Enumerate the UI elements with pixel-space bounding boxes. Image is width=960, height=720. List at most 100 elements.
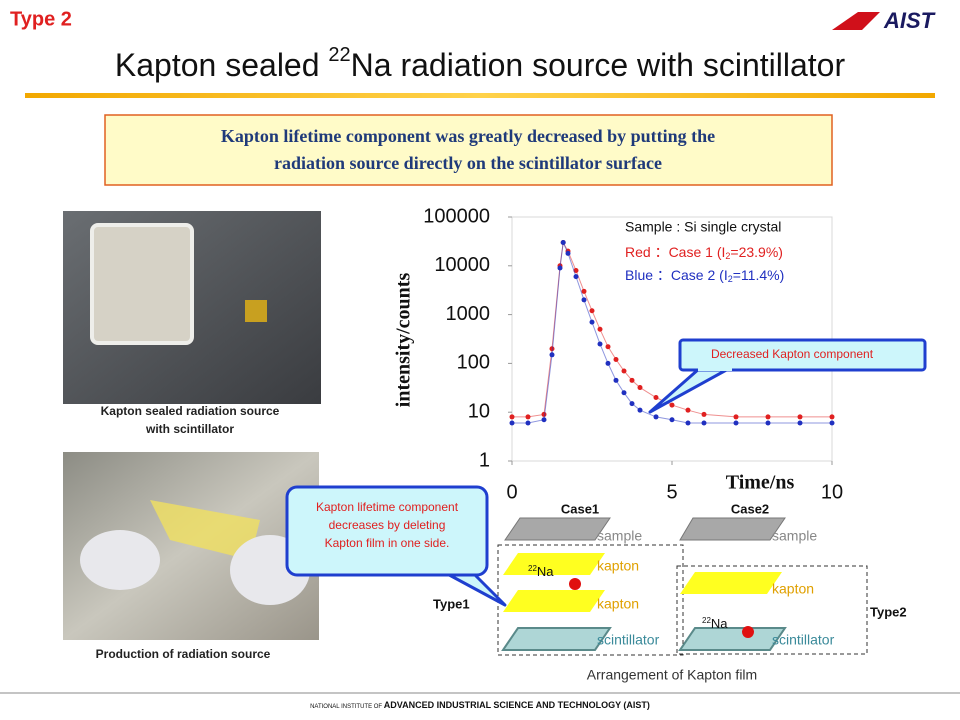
na-text: Na bbox=[711, 616, 728, 631]
photo-caption: Production of radiation source bbox=[96, 647, 271, 661]
data-point bbox=[565, 250, 571, 256]
legend-sub: 2 bbox=[728, 274, 733, 284]
x-axis-label: Time/ns bbox=[726, 472, 795, 494]
banner-box bbox=[104, 114, 833, 186]
data-point bbox=[581, 288, 587, 294]
callout-joint bbox=[440, 566, 472, 573]
data-point bbox=[549, 346, 555, 352]
x-tick-label: 0 bbox=[506, 481, 517, 503]
data-point bbox=[701, 411, 707, 417]
type-box bbox=[676, 565, 868, 655]
data-point bbox=[597, 341, 603, 347]
footer-small: NATIONAL INSTITUTE OF bbox=[310, 704, 384, 710]
legend-part: Blue ：Case 2 (I bbox=[625, 267, 728, 283]
kapton-plate bbox=[503, 590, 605, 612]
slide-title: Kapton sealed 22Na radiation source with… bbox=[115, 44, 846, 83]
data-point bbox=[653, 414, 659, 420]
trend-line bbox=[512, 240, 832, 424]
na-sup: 22 bbox=[528, 564, 537, 573]
title-text: Na radiation source with scintillator bbox=[351, 47, 846, 83]
data-point bbox=[797, 420, 803, 426]
legend-text: Red ：Case 1 (I2=23.9%) bbox=[625, 244, 783, 262]
data-point bbox=[765, 414, 771, 420]
data-point bbox=[685, 420, 691, 426]
legend-text: Sample : Si single crystal bbox=[625, 219, 781, 235]
layer-label: scintillator bbox=[597, 632, 660, 648]
type-label: Type 2 bbox=[10, 8, 72, 30]
kapton-plate bbox=[680, 572, 782, 594]
photo-caption: Kapton sealed radiation source bbox=[101, 404, 280, 418]
photo-detail bbox=[150, 500, 260, 560]
data-point bbox=[621, 390, 627, 396]
y-tick-label: 1000 bbox=[446, 303, 491, 325]
kapton-plate bbox=[503, 553, 605, 575]
callout-pointer bbox=[648, 366, 732, 414]
layer-label: scintillator bbox=[772, 632, 835, 648]
data-point bbox=[621, 368, 627, 374]
data-point bbox=[581, 297, 587, 303]
x-tick-label: 10 bbox=[821, 481, 843, 503]
layer-label: sample bbox=[597, 528, 642, 544]
callout-box bbox=[678, 338, 927, 372]
data-point bbox=[733, 420, 739, 426]
case-label: Case1 bbox=[561, 501, 599, 516]
data-point bbox=[797, 414, 803, 420]
callout-joint bbox=[698, 365, 732, 371]
layer-label: kapton bbox=[597, 558, 639, 574]
data-point bbox=[629, 377, 635, 383]
data-point bbox=[573, 274, 579, 280]
y-tick-label: 100000 bbox=[423, 205, 490, 227]
na-sup: 22 bbox=[702, 616, 711, 625]
na-label: 22Na bbox=[702, 616, 728, 631]
title-sup: 22 bbox=[328, 44, 350, 66]
data-point bbox=[685, 407, 691, 413]
data-point bbox=[549, 352, 555, 358]
logo-mark bbox=[832, 12, 880, 30]
diagram-caption: Arrangement of Kapton film bbox=[587, 667, 757, 683]
footer-main: ADVANCED INDUSTRIAL SCIENCE AND TECHNOLO… bbox=[384, 700, 650, 710]
data-point bbox=[613, 357, 619, 363]
y-tick-label: 10000 bbox=[434, 254, 490, 276]
data-point bbox=[605, 360, 611, 366]
type-label: Type2 bbox=[870, 604, 907, 619]
legend-part: =11.4%) bbox=[733, 267, 785, 283]
data-point bbox=[509, 414, 515, 420]
legend-part: =23.9%) bbox=[730, 244, 783, 260]
data-point bbox=[560, 240, 566, 246]
na-source bbox=[742, 626, 754, 638]
data-point bbox=[637, 407, 643, 413]
data-point bbox=[829, 414, 835, 420]
title-rule bbox=[25, 93, 935, 98]
photo-detail bbox=[80, 530, 160, 590]
layer-label: kapton bbox=[597, 596, 639, 612]
layer-label: sample bbox=[772, 528, 817, 544]
type-label: Type1 bbox=[433, 596, 470, 611]
scintillator-plate bbox=[678, 627, 787, 651]
data-point bbox=[589, 319, 595, 325]
callout-text: decreases by deleting bbox=[329, 518, 446, 532]
y-tick-label: 1 bbox=[479, 449, 490, 471]
data-point bbox=[605, 344, 611, 350]
legend-part: Red ：Case 1 (I bbox=[625, 244, 725, 260]
na-text: Na bbox=[537, 564, 554, 579]
legend-text: Blue ：Case 2 (I2=11.4%) bbox=[625, 267, 784, 285]
data-point bbox=[541, 417, 547, 423]
na-source bbox=[569, 578, 581, 590]
photo-detail bbox=[90, 223, 194, 345]
na-label: 22Na bbox=[528, 564, 554, 579]
photo-detail bbox=[245, 300, 267, 322]
data-point bbox=[733, 414, 739, 420]
data-point bbox=[509, 420, 515, 426]
data-point bbox=[701, 420, 707, 426]
data-point bbox=[597, 326, 603, 332]
photo-caption: with scintillator bbox=[145, 422, 234, 436]
title-text: Kapton sealed bbox=[115, 47, 329, 83]
data-point bbox=[669, 402, 675, 408]
data-point bbox=[557, 265, 563, 271]
data-point bbox=[765, 420, 771, 426]
y-axis-label: intensity/counts bbox=[393, 273, 415, 408]
data-point bbox=[589, 308, 595, 314]
x-tick-label: 5 bbox=[666, 481, 677, 503]
logo-text: AIST bbox=[883, 8, 936, 33]
